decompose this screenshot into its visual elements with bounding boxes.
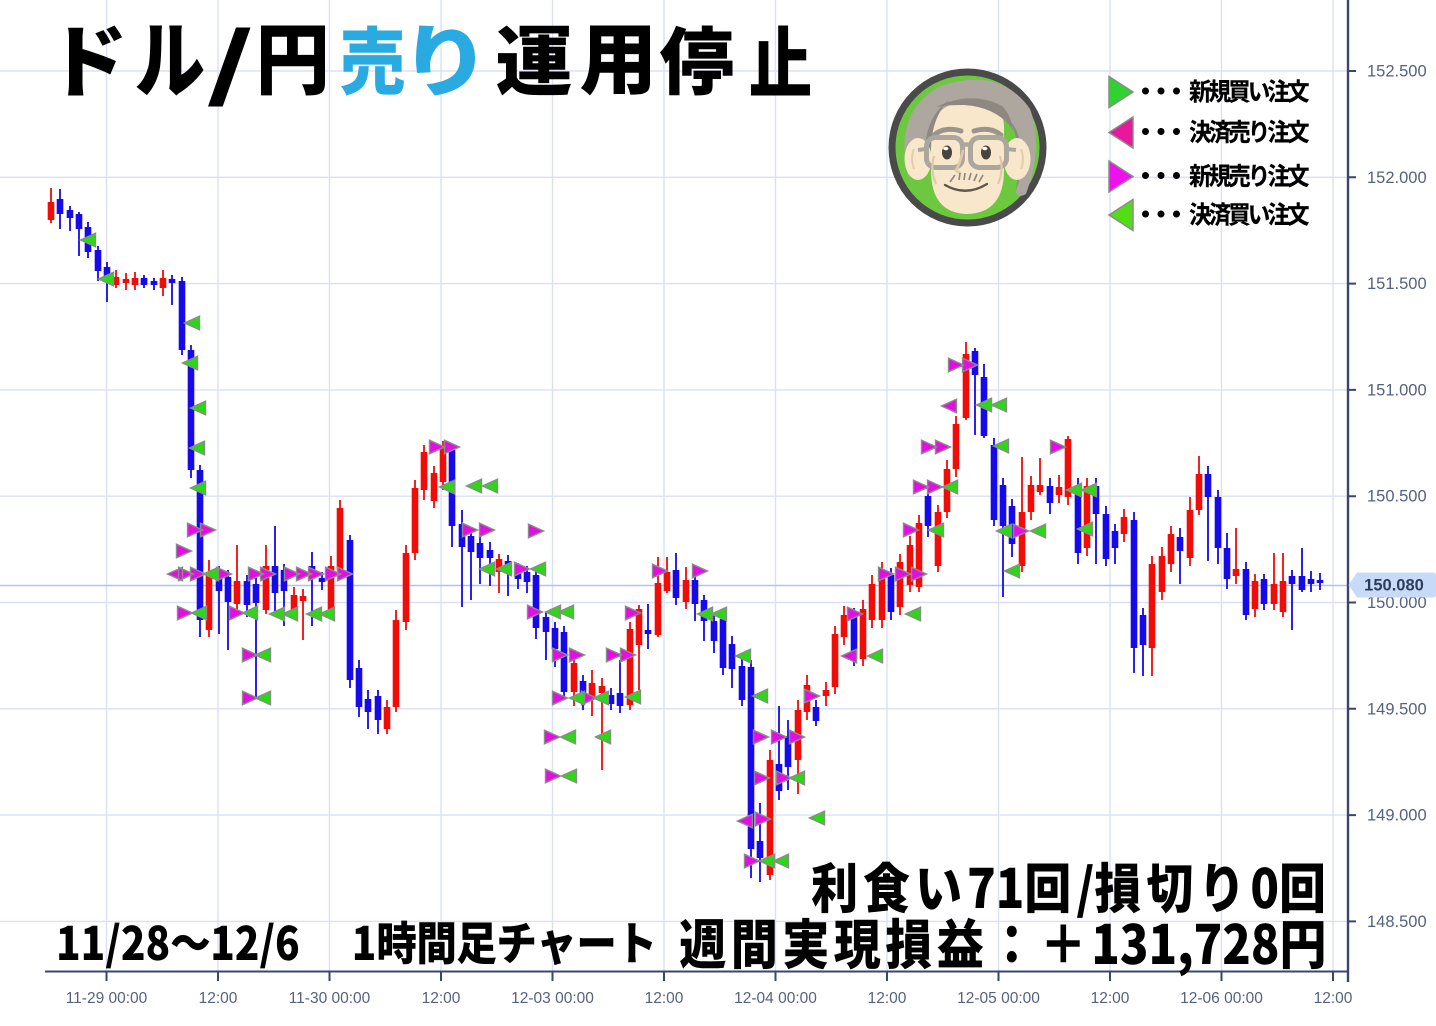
svg-text:12:00: 12:00 [645, 990, 684, 1007]
svg-text:12:00: 12:00 [868, 990, 907, 1007]
svg-text:11-29 00:00: 11-29 00:00 [66, 990, 148, 1007]
svg-text:152.500: 152.500 [1367, 63, 1427, 81]
svg-text:149.000: 149.000 [1367, 807, 1427, 825]
svg-text:151.000: 151.000 [1367, 381, 1427, 399]
svg-text:12:00: 12:00 [1314, 990, 1353, 1007]
svg-text:12:00: 12:00 [199, 990, 238, 1007]
svg-text:151.500: 151.500 [1367, 275, 1427, 293]
svg-text:12-05 00:00: 12-05 00:00 [957, 990, 1040, 1007]
svg-text:12-06 00:00: 12-06 00:00 [1180, 990, 1263, 1007]
svg-text:12-04 00:00: 12-04 00:00 [734, 990, 817, 1007]
svg-text:150.000: 150.000 [1367, 594, 1427, 612]
svg-text:12-03 00:00: 12-03 00:00 [511, 990, 594, 1007]
svg-text:149.500: 149.500 [1367, 700, 1427, 718]
svg-text:152.000: 152.000 [1367, 169, 1427, 187]
svg-text:12:00: 12:00 [422, 990, 461, 1007]
svg-text:148.500: 148.500 [1367, 913, 1427, 931]
svg-text:12:00: 12:00 [1091, 990, 1130, 1007]
svg-text:150.500: 150.500 [1367, 488, 1427, 506]
svg-text:150.080: 150.080 [1364, 577, 1424, 595]
svg-text:11-30 00:00: 11-30 00:00 [289, 990, 371, 1007]
